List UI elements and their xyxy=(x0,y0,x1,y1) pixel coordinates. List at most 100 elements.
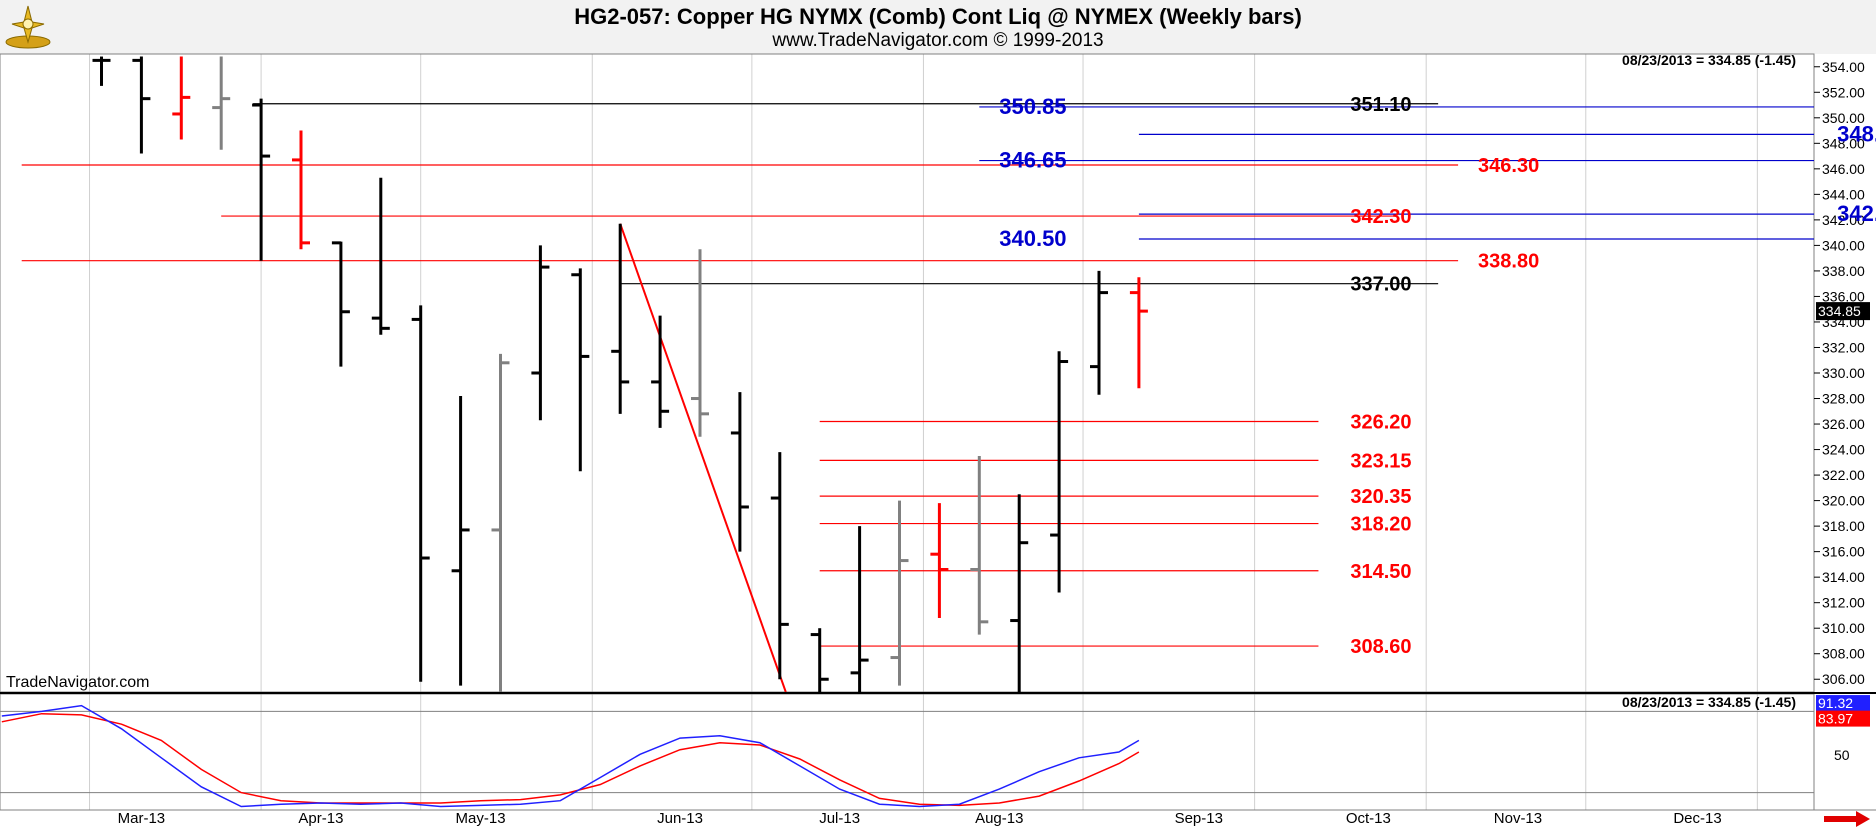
price-axis-label: 330.00 xyxy=(1822,365,1865,381)
ohlc-bar-08/16/2013 xyxy=(1090,270,1108,395)
price-info-label: 08/23/2013 = 334.85 (-1.45) xyxy=(1622,52,1796,68)
level-label-350.85: 350.85 xyxy=(999,94,1066,119)
oscillator-red-line xyxy=(1,712,1140,807)
level-label-348.70: 348.70 xyxy=(1837,121,1876,146)
level-label-346.30: 346.30 xyxy=(1478,155,1539,177)
ohlc-bar-04/26/2013 xyxy=(451,395,470,686)
time-axis-label: Nov-13 xyxy=(1494,810,1542,827)
price-axis-label: 346.00 xyxy=(1822,161,1865,177)
price-panel-frame xyxy=(0,53,1815,693)
trade-navigator-logo xyxy=(2,2,54,50)
ohlc-bar-06/07/2013 xyxy=(691,249,709,437)
price-axis-label: 328.00 xyxy=(1822,391,1865,407)
level-labels: 351.10350.85348.70346.65346.30342.45342.… xyxy=(999,94,1876,658)
level-label-351.10: 351.10 xyxy=(1350,94,1411,116)
ohlc-bars xyxy=(92,56,1148,692)
ohlc-bar-03/08/2013 xyxy=(172,56,191,140)
price-axis-label: 342.00 xyxy=(1822,212,1865,228)
ohlc-bar-03/22/2013 xyxy=(252,98,271,261)
price-axis-label: 348.00 xyxy=(1822,135,1865,151)
level-label-342.45: 342.45 xyxy=(1837,201,1876,226)
ohlc-bar-07/05/2013 xyxy=(850,526,869,692)
header-band xyxy=(0,0,1876,54)
price-axis-label: 312.00 xyxy=(1822,595,1865,611)
oscillator-axis-label: 50 xyxy=(1834,747,1850,763)
ohlc-bar-04/05/2013 xyxy=(331,241,350,367)
ohlc-bar-08/09/2013 xyxy=(1050,351,1069,593)
time-axis-label: Apr-13 xyxy=(298,810,343,827)
time-axis-label: Jun-13 xyxy=(657,810,703,827)
price-axis-label: 314.00 xyxy=(1822,569,1865,585)
time-axis-label: Sep-13 xyxy=(1175,810,1223,827)
oscillator-info-label: 08/23/2013 = 334.85 (-1.45) xyxy=(1622,694,1796,710)
price-axis-label: 324.00 xyxy=(1822,442,1865,458)
level-label-318.20: 318.20 xyxy=(1350,514,1411,536)
ohlc-bar-05/24/2013 xyxy=(611,223,630,414)
price-axis-label: 332.00 xyxy=(1822,339,1865,355)
ohlc-bar-07/26/2013 xyxy=(970,455,989,635)
price-axis-label: 336.00 xyxy=(1822,288,1865,304)
time-axis-label: Oct-13 xyxy=(1346,810,1391,827)
time-axis-label: Jul-13 xyxy=(819,810,860,827)
ohlc-bar-08/02/2013 xyxy=(1010,494,1029,692)
level-label-346.65: 346.65 xyxy=(999,148,1066,173)
price-axis-label: 308.00 xyxy=(1822,646,1865,662)
price-axis-label: 344.00 xyxy=(1822,186,1865,202)
last-price-label: 334.85 xyxy=(1818,303,1861,319)
price-axis-label: 322.00 xyxy=(1822,467,1865,483)
price-axis-label: 306.00 xyxy=(1822,671,1865,687)
ohlc-bar-03/29/2013 xyxy=(292,130,310,250)
ohlc-bar-05/31/2013 xyxy=(651,315,670,428)
ohlc-bar-04/12/2013 xyxy=(371,177,390,335)
oscillator-blue-value-label: 91.32 xyxy=(1818,695,1853,711)
price-axis-label: 326.00 xyxy=(1822,416,1865,432)
price-axis-label: 350.00 xyxy=(1822,110,1865,126)
oscillator-blue-line xyxy=(1,704,1140,808)
ohlc-bar-08/23/2013 xyxy=(1129,277,1148,389)
ohlc-bar-05/10/2013 xyxy=(531,245,550,421)
ohlc-bar-07/12/2013 xyxy=(890,500,909,686)
level-label-326.20: 326.20 xyxy=(1350,411,1411,433)
oscillator-red-value-box xyxy=(1816,710,1870,727)
price-axis: 306.00 308.00 310.00 312.00 314.00 316.00 318.… xyxy=(1814,59,1865,687)
level-label-323.15: 323.15 xyxy=(1350,450,1411,472)
ohlc-bar-02/22/2013 xyxy=(92,56,111,86)
oscillator-red-value-label: 83.97 xyxy=(1818,711,1853,727)
ohlc-bar-06/21/2013 xyxy=(770,452,789,680)
chart-title: HG2-057: Copper HG NYMX (Comb) Cont Liq … xyxy=(574,4,1302,29)
last-price-box xyxy=(1816,302,1870,321)
chart-subtitle: www.TradeNavigator.com © 1999-2013 xyxy=(772,30,1104,51)
price-axis-label: 316.00 xyxy=(1822,544,1865,560)
ohlc-bar-03/01/2013 xyxy=(132,56,151,154)
level-label-342.30: 342.30 xyxy=(1350,206,1411,228)
price-axis-label: 352.00 xyxy=(1822,84,1865,100)
price-axis-label: 354.00 xyxy=(1822,59,1865,75)
level-label-320.35: 320.35 xyxy=(1350,486,1411,508)
price-axis-label: 340.00 xyxy=(1822,237,1865,253)
watermark: TradeNavigator.com xyxy=(6,674,150,691)
oscillator-blue-value-box xyxy=(1816,695,1870,712)
time-axis-label: Mar-13 xyxy=(118,810,166,827)
level-label-314.50: 314.50 xyxy=(1350,561,1411,583)
price-axis-label: 320.00 xyxy=(1822,493,1865,509)
ohlc-bar-05/03/2013 xyxy=(491,353,510,692)
ohlc-bar-06/14/2013 xyxy=(730,392,749,552)
level-lines xyxy=(21,103,1814,647)
price-axis-label: 310.00 xyxy=(1822,620,1865,636)
time-axis-label: Dec-13 xyxy=(1673,810,1721,827)
level-label-337.00: 337.00 xyxy=(1350,274,1411,296)
time-axis-label: Aug-13 xyxy=(975,810,1023,827)
trendline xyxy=(619,223,787,692)
price-axis-label: 338.00 xyxy=(1822,263,1865,279)
ohlc-bar-04/19/2013 xyxy=(411,305,430,682)
time-axis-label: May-13 xyxy=(456,810,506,827)
ohlc-bar-03/15/2013 xyxy=(212,56,231,150)
ohlc-bar-06/28/2013 xyxy=(810,628,829,692)
level-label-308.60: 308.60 xyxy=(1350,636,1411,658)
price-axis-label: 318.00 xyxy=(1822,518,1865,534)
level-label-340.50: 340.50 xyxy=(999,226,1066,251)
ohlc-bar-05/17/2013 xyxy=(571,268,590,472)
scroll-right-arrow xyxy=(1824,811,1870,827)
time-axis: Mar-13 Apr-13 May-13 Jun-13 Jul-13 Aug-13 Sep-… xyxy=(118,810,1722,827)
